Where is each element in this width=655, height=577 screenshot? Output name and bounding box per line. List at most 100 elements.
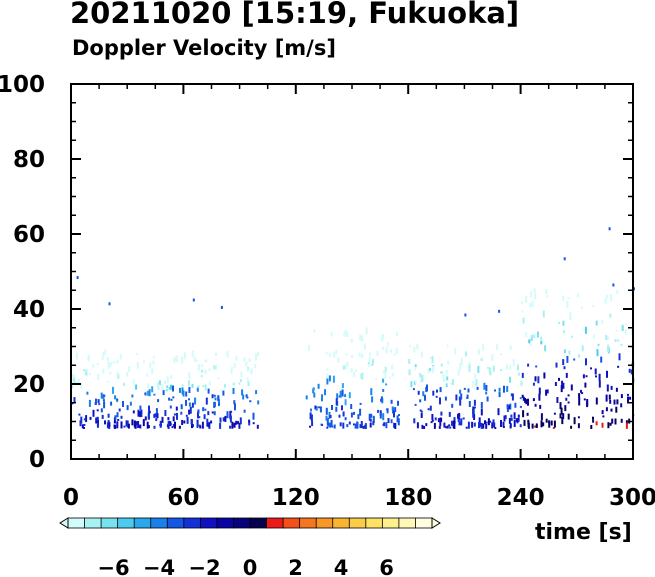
data-pixel xyxy=(114,415,117,421)
data-pixel xyxy=(247,368,250,372)
data-pixel xyxy=(596,349,599,357)
data-pixel xyxy=(310,414,313,422)
data-pixel xyxy=(581,392,584,395)
data-pixel xyxy=(123,425,126,428)
data-pixel xyxy=(517,414,520,418)
data-pixel xyxy=(455,394,458,401)
data-pixel xyxy=(191,402,194,408)
data-pixel xyxy=(480,422,483,429)
data-pixel xyxy=(112,386,114,394)
data-pixel xyxy=(140,410,143,417)
colorbar: −6 −4 −2 0 2 4 6 xyxy=(59,517,441,577)
data-pixel xyxy=(625,420,628,425)
colorbar-cell xyxy=(117,517,135,529)
data-pixel xyxy=(213,411,216,416)
data-pixel xyxy=(509,345,512,350)
data-pixel xyxy=(379,412,382,419)
data-pixel xyxy=(476,386,479,390)
x-tick-label: 240 xyxy=(497,485,545,511)
data-pixel xyxy=(129,401,132,406)
x-tick-label: 60 xyxy=(167,485,199,511)
data-pixel xyxy=(211,394,214,399)
data-pixel xyxy=(83,369,85,371)
data-pixel xyxy=(527,422,530,429)
data-pixel xyxy=(364,343,366,350)
data-pixel xyxy=(317,383,320,389)
data-pixel xyxy=(350,368,353,373)
data-pixel xyxy=(419,399,422,403)
data-pixel xyxy=(382,346,384,350)
data-pixel xyxy=(204,369,207,375)
data-pixel xyxy=(435,395,438,398)
data-pixel xyxy=(564,405,567,412)
data-pixel xyxy=(494,389,496,392)
data-pixel xyxy=(502,421,505,427)
data-pixel xyxy=(458,412,461,416)
data-pixel xyxy=(459,363,462,371)
colorbar-cell xyxy=(266,517,284,529)
chart-title: 20211020 [15:19, Fukuoka] xyxy=(70,0,520,30)
data-pixel xyxy=(525,295,528,303)
data-pixel xyxy=(519,405,522,408)
data-pixel xyxy=(464,313,467,317)
data-pixel xyxy=(96,409,99,412)
data-pixel xyxy=(546,294,549,298)
x-tick-label: 300 xyxy=(609,485,655,511)
data-pixel xyxy=(627,393,629,396)
data-pixel xyxy=(556,397,559,403)
data-pixel xyxy=(353,411,355,415)
data-pixel xyxy=(590,367,592,370)
data-pixel xyxy=(578,398,581,406)
data-pixel xyxy=(370,388,373,396)
data-pixel xyxy=(188,409,191,415)
data-pixel xyxy=(567,394,570,397)
data-pixel xyxy=(409,345,412,348)
data-pixel xyxy=(466,397,469,399)
data-pixel xyxy=(230,367,233,375)
data-pixel xyxy=(313,330,316,333)
data-pixel xyxy=(325,407,328,415)
data-pixel xyxy=(174,421,176,429)
data-pixel xyxy=(609,399,612,404)
data-pixel xyxy=(371,396,374,403)
data-pixel xyxy=(166,376,169,384)
data-pixel xyxy=(542,422,545,427)
data-pixel xyxy=(197,411,199,419)
data-pixel xyxy=(100,392,103,399)
data-pixel xyxy=(227,354,230,358)
data-pixel xyxy=(393,422,396,428)
data-pixel xyxy=(573,417,576,425)
data-pixel xyxy=(204,359,207,363)
data-pixel xyxy=(88,399,91,407)
data-pixel xyxy=(525,399,528,405)
data-pixel xyxy=(425,423,428,427)
data-pixel xyxy=(503,385,505,393)
data-pixel xyxy=(563,330,566,334)
data-pixel xyxy=(380,398,383,402)
data-pixel xyxy=(592,419,595,423)
data-pixel xyxy=(558,321,560,324)
data-pixel xyxy=(78,413,81,416)
data-pixel xyxy=(473,399,476,406)
data-pixel xyxy=(188,402,191,407)
data-pixel xyxy=(369,422,372,428)
data-pixel xyxy=(432,390,435,396)
data-pixel xyxy=(369,418,372,422)
data-pixel xyxy=(196,420,199,428)
data-pixel xyxy=(106,422,109,429)
data-pixel xyxy=(398,414,400,417)
data-pixel xyxy=(171,426,174,429)
data-pixel xyxy=(201,369,204,373)
data-pixel xyxy=(102,352,105,358)
data-pixel xyxy=(181,356,184,364)
data-pixel xyxy=(192,298,195,302)
data-pixel xyxy=(73,397,76,404)
data-pixel xyxy=(413,418,416,424)
data-pixel xyxy=(211,411,214,414)
data-pixel xyxy=(191,350,194,358)
data-pixel xyxy=(584,326,587,334)
data-pixel xyxy=(466,394,469,399)
data-pixel xyxy=(222,390,225,396)
data-pixel xyxy=(496,344,499,351)
